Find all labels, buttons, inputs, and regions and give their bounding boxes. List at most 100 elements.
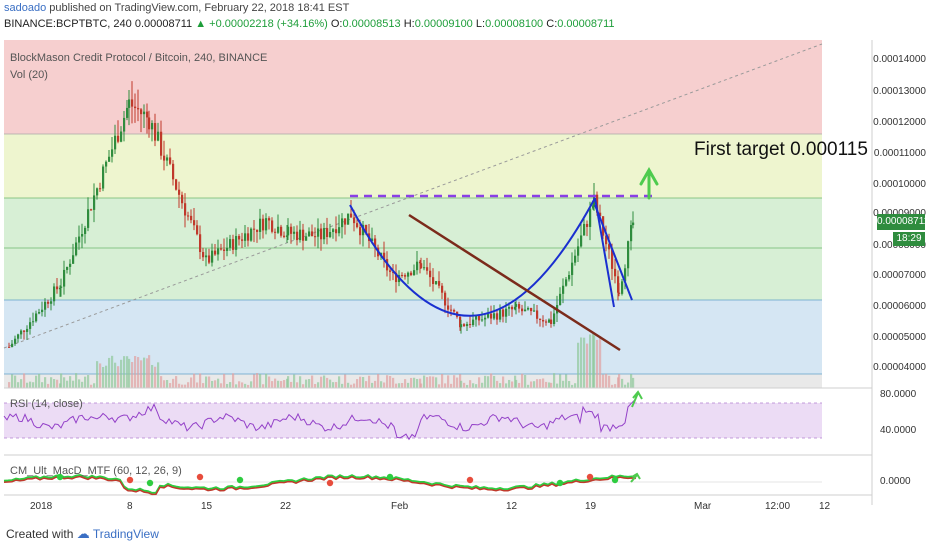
volume-bar [420,383,423,388]
volume-bar [389,375,392,388]
candle-body [335,229,338,234]
close-label: C: [546,18,558,30]
candle-body [505,308,508,317]
candle-body [395,272,398,283]
candle-body [187,215,190,217]
volume-bar [432,376,435,388]
candle-body [356,223,359,228]
volume-bar [140,360,143,388]
candle-body [614,268,617,277]
candle-body [59,287,62,290]
volume-bar [78,379,81,388]
candle-body [220,248,223,250]
volume-bar [283,380,286,388]
volume-bar [463,382,466,388]
volume-bar [102,366,105,388]
candle-body [423,267,426,269]
candle-body [542,319,545,322]
volume-bar [154,366,157,388]
time-tick: 2018 [30,501,53,512]
candle-body [487,313,490,318]
candle-body [96,188,99,196]
volume-bar [562,380,565,388]
tradingview-link[interactable]: TradingView [92,527,159,541]
volume-bar [244,383,247,388]
time-tick: 19 [585,501,597,512]
volume-bar [407,382,410,388]
candle-body [290,226,293,234]
volume-bar [593,335,596,388]
volume-bar [605,373,608,388]
candle-body [120,131,123,142]
candle-body [571,262,574,276]
macd-dot [586,473,594,481]
candle-body [38,312,41,314]
candle-body [350,213,353,218]
volume-bar [114,362,117,388]
fib-band-red [4,40,822,134]
volume-bar [577,342,580,388]
candle-body [521,308,524,312]
candle-body [154,123,157,141]
time-tick: 12 [819,501,831,512]
candle-body [469,324,472,326]
volume-bar [365,381,368,388]
volume-bar [29,381,32,388]
macd-dot [611,476,619,484]
volume-bar [499,383,502,388]
volume-bar [386,375,389,388]
candle-body [81,234,84,237]
candle-body [205,255,208,258]
candle-body [326,228,329,238]
volume-bar [11,374,14,388]
volume-bar [419,378,422,388]
volume-bar [232,373,235,388]
candle-body [175,179,178,190]
volume-bar [151,364,154,388]
created-with-text: Created with [6,527,74,541]
volume-bar [533,381,536,388]
candle-body [574,255,577,263]
candle-body [444,292,447,306]
candle-body [453,310,456,312]
time-tick: Feb [391,501,409,512]
volume-bar [478,377,481,388]
price-tick: 0.00005000 [873,332,926,343]
volume-bar [596,339,599,388]
candle-body [128,99,131,108]
candle-body [280,226,283,236]
candle-body [105,161,108,167]
candle-body [371,238,374,242]
candle-body [75,242,78,256]
candle-body [283,235,286,237]
candle-body [524,309,527,312]
candle-body [548,319,551,323]
candle-body [407,272,410,277]
volume-bar [441,373,444,388]
volume-bar [618,374,621,388]
candle-body [338,227,341,234]
volume-bar [32,382,35,388]
author-link[interactable]: sadoado [4,2,47,14]
volume-bar [256,373,259,388]
candle-body [287,226,290,236]
candle-body [271,220,274,232]
candle-body [583,223,586,236]
candle-body [311,231,314,237]
volume-bar [438,384,441,388]
volume-bar [131,362,134,388]
volume-bar [505,383,508,388]
candle-body [460,324,463,328]
candle-body [151,123,154,130]
volume-bar [205,376,208,388]
volume-bar [143,357,146,388]
volume-bar [75,373,78,388]
volume-bar [472,383,475,388]
candle-body [253,228,256,230]
volume-bar [326,377,329,388]
volume-bar [392,377,395,388]
current-price-label: 0.00008711 [877,214,929,230]
volume-bar [332,382,335,388]
candle-body [17,334,20,339]
